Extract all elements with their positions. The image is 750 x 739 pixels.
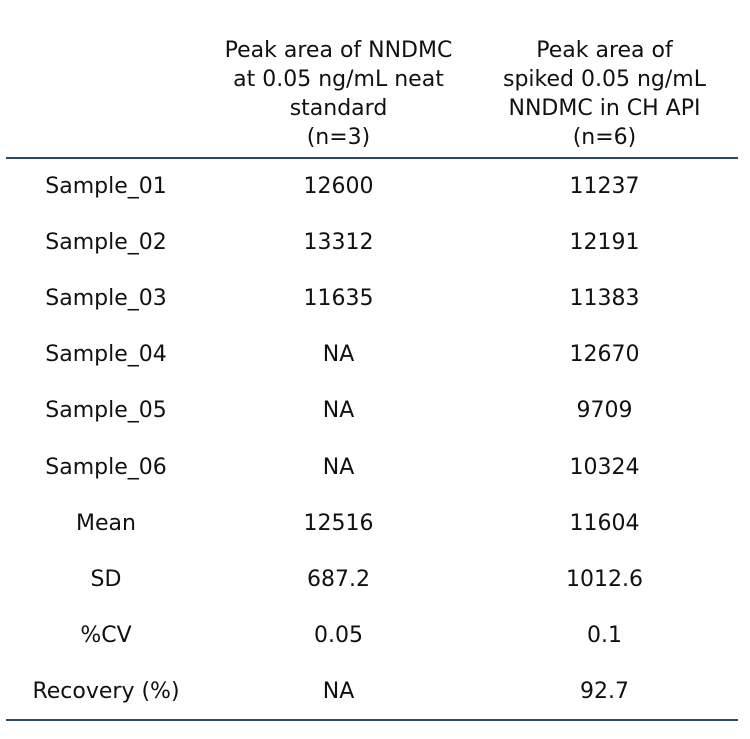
table-row: Sample_06 NA 10324 <box>6 439 738 495</box>
neat-value: 12600 <box>303 174 374 200</box>
neat-value: 13312 <box>303 229 374 255</box>
spiked-value: 12191 <box>569 229 640 255</box>
table-row: %CV 0.05 0.1 <box>6 608 738 664</box>
table-row: Sample_02 13312 12191 <box>6 214 738 270</box>
header-neat-line: at 0.05 ng/mL neat <box>233 67 444 92</box>
neat-value: 0.05 <box>314 623 363 649</box>
table-row: Sample_03 11635 11383 <box>6 270 738 326</box>
table-row: SD 687.2 1012.6 <box>6 551 738 607</box>
row-label: Sample_05 <box>45 398 167 424</box>
table-header: Peak area of NNDMC at 0.05 ng/mL neat st… <box>6 6 738 159</box>
row-label: Mean <box>76 510 136 536</box>
spiked-value: 11237 <box>569 174 640 200</box>
spiked-value: 9709 <box>576 398 633 424</box>
spiked-value: 12670 <box>569 342 640 368</box>
spiked-value: 1012.6 <box>566 566 643 592</box>
neat-value: 12516 <box>303 510 374 536</box>
row-label: Sample_01 <box>45 174 167 200</box>
spiked-value: 0.1 <box>587 623 622 649</box>
table-body: Sample_01 12600 11237 Sample_02 13312 12… <box>6 158 738 721</box>
header-spiked-api: Peak area of spiked 0.05 ng/mL NNDMC in … <box>471 6 738 159</box>
neat-value: 687.2 <box>307 566 370 592</box>
row-label: Sample_02 <box>45 229 167 255</box>
spiked-value: 11383 <box>569 285 640 311</box>
header-row: Peak area of NNDMC at 0.05 ng/mL neat st… <box>6 6 738 159</box>
header-neat-standard: Peak area of NNDMC at 0.05 ng/mL neat st… <box>206 6 471 159</box>
row-label: Recovery (%) <box>6 663 206 721</box>
results-table: Peak area of NNDMC at 0.05 ng/mL neat st… <box>6 6 738 721</box>
neat-value: NA <box>322 342 355 368</box>
row-label: SD <box>90 566 122 592</box>
neat-value: NA <box>206 663 471 721</box>
header-spiked-line: (n=6) <box>572 125 637 150</box>
header-spiked-line: spiked 0.05 ng/mL <box>503 67 706 92</box>
row-label: Sample_03 <box>45 285 167 311</box>
header-sample-label <box>6 6 206 159</box>
table-row: Recovery (%) NA 92.7 <box>6 663 738 721</box>
row-label: Sample_04 <box>45 342 167 368</box>
header-neat-line: (n=3) <box>306 125 371 150</box>
spiked-value: 10324 <box>569 454 640 480</box>
neat-value: NA <box>322 398 355 424</box>
table-row: Sample_05 NA 9709 <box>6 383 738 439</box>
table-row: Mean 12516 11604 <box>6 495 738 551</box>
header-spiked-line: Peak area of <box>536 38 673 63</box>
neat-value: 11635 <box>303 285 374 311</box>
table-row: Sample_01 12600 11237 <box>6 158 738 214</box>
spiked-value: 92.7 <box>471 663 738 721</box>
row-label: %CV <box>80 623 132 649</box>
spiked-value: 11604 <box>569 510 640 536</box>
neat-value: NA <box>322 454 355 480</box>
table-row: Sample_04 NA 12670 <box>6 327 738 383</box>
header-spiked-line: NNDMC in CH API <box>508 96 701 121</box>
header-neat-line: Peak area of NNDMC <box>224 38 453 63</box>
row-label: Sample_06 <box>45 454 167 480</box>
header-neat-line: standard <box>289 96 388 121</box>
